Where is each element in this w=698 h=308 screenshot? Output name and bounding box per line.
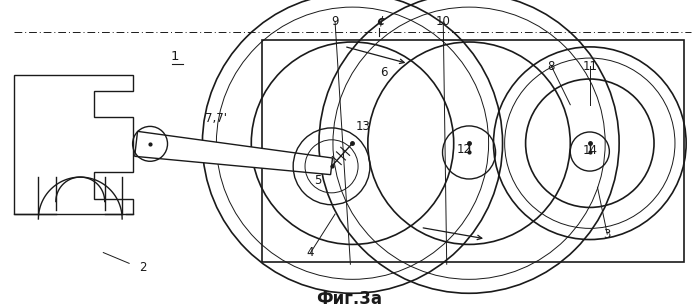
Polygon shape [135, 131, 332, 175]
Text: 5: 5 [314, 174, 321, 187]
Polygon shape [262, 40, 684, 262]
Text: 14: 14 [582, 144, 597, 157]
Text: 11: 11 [582, 60, 597, 73]
Text: 3: 3 [604, 228, 611, 241]
Text: 10: 10 [436, 15, 451, 28]
Text: 4: 4 [307, 246, 314, 259]
Text: 9: 9 [332, 15, 339, 28]
Text: 7,7': 7,7' [205, 112, 228, 125]
Polygon shape [14, 75, 133, 214]
Text: 1: 1 [170, 51, 179, 63]
Text: Фиг.3а: Фиг.3а [316, 290, 382, 308]
Text: 6: 6 [380, 66, 387, 79]
Text: ¢: ¢ [376, 14, 385, 27]
Text: 2: 2 [140, 261, 147, 274]
Text: 13: 13 [355, 120, 371, 133]
Text: 8: 8 [548, 60, 555, 73]
Text: 12: 12 [456, 143, 472, 156]
